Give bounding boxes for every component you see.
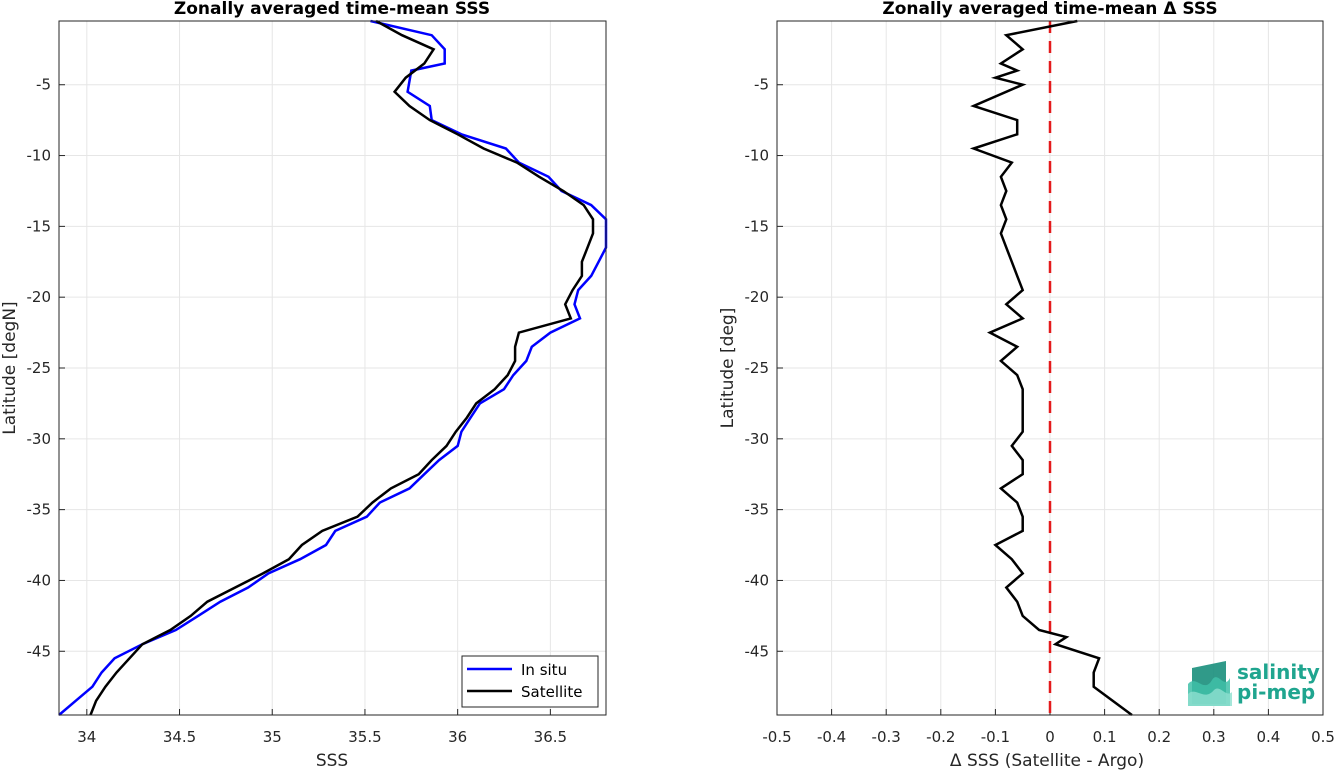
salinity-pi-mep-logo: salinity pi-mep [1188, 660, 1320, 706]
legend: In situ Satellite [461, 655, 599, 708]
right-y-tick-label: -15 [745, 217, 770, 235]
right-y-tick-label: -10 [745, 147, 770, 165]
left-grid [59, 21, 606, 715]
right-x-tick-label: -0.4 [817, 728, 846, 746]
right-x-tick-label: 0 [1045, 728, 1055, 746]
right-y-tick-label: -25 [745, 359, 770, 377]
left-x-tick-labels: 34 34.5 35 35.5 36 36.5 [77, 728, 567, 746]
logo-text-salinity: salinity [1237, 660, 1320, 684]
logo-wave-icon [1188, 661, 1232, 706]
left-axes-frame [58, 20, 607, 716]
left-y-tick-labels: -5 -10 -15 -20 -25 -30 -35 -40 -45 [27, 76, 52, 661]
legend-label-satellite: Satellite [521, 683, 582, 701]
logo-text-pi-mep: pi-mep [1237, 680, 1315, 704]
right-chart-panel: -0.5 -0.4 -0.3 -0.2 -0.1 0 0.1 0.2 0.3 0.4 0.5 -5-… [718, 0, 1335, 770]
right-x-tick-label: 0.3 [1202, 728, 1226, 746]
right-x-tick-label: -0.1 [981, 728, 1010, 746]
right-x-axis-label: Δ SSS (Satellite - Argo) [950, 751, 1144, 770]
right-x-tick-label: -0.5 [762, 728, 791, 746]
right-axes-frame [776, 20, 1324, 716]
right-x-tick-labels: -0.5 -0.4 -0.3 -0.2 -0.1 0 0.1 0.2 0.3 0.4 0.5 [762, 728, 1335, 746]
left-y-tick-label: -35 [27, 501, 52, 519]
left-x-tick-label: 36 [448, 728, 467, 746]
right-x-tick-label: -0.2 [926, 728, 955, 746]
legend-box [461, 655, 599, 708]
left-y-tick-label: -45 [27, 642, 52, 660]
right-y-tick-label: -30 [745, 430, 770, 448]
left-y-tick-label: -5 [36, 76, 51, 94]
left-chart-title: Zonally averaged time-mean SSS [174, 0, 490, 19]
left-x-tick-label: 35 [263, 728, 282, 746]
left-y-tick-label: -20 [27, 288, 52, 306]
left-y-tick-label: -40 [27, 571, 52, 589]
left-x-tick-label: 34.5 [163, 728, 196, 746]
left-series-line-satellite [89, 19, 595, 716]
legend-label-in-situ: In situ [521, 661, 567, 679]
left-chart-panel: 34 34.5 35 35.5 36 36.5 -5-10-15-20-25-30-35-… [0, 0, 608, 770]
left-y-tick-label: -25 [27, 359, 52, 377]
left-x-axis-label: SSS [316, 751, 348, 770]
right-series-lines [969, 19, 1133, 717]
left-y-tick-label: -10 [27, 147, 52, 165]
right-y-tick-labels: -5 -10 -15 -20 -25 -30 -35 -40 -45 [745, 76, 770, 661]
right-y-tick-label: -45 [745, 642, 770, 660]
right-x-tick-label: 0.2 [1147, 728, 1171, 746]
left-x-tick-label: 34 [77, 728, 96, 746]
right-y-tick-label: -20 [745, 288, 770, 306]
right-x-tick-label: 0.4 [1256, 728, 1280, 746]
right-series-line-series-0 [969, 19, 1133, 717]
left-y-tick-label: -15 [27, 217, 52, 235]
right-x-tick-label: 0.1 [1093, 728, 1117, 746]
left-y-tick-label: -30 [27, 430, 52, 448]
left-series-lines [58, 19, 608, 716]
left-x-tick-label: 36.5 [534, 728, 567, 746]
right-x-tick-label: 0.5 [1311, 728, 1335, 746]
right-y-tick-label: -35 [745, 501, 770, 519]
left-series-line-in-situ [58, 19, 608, 716]
right-y-tick-label: -5 [754, 76, 769, 94]
right-y-axis-label: Latitude [deg] [718, 308, 738, 429]
left-x-tick-label: 35.5 [348, 728, 381, 746]
right-x-tick-label: -0.3 [872, 728, 901, 746]
left-y-axis-label: Latitude [degN] [0, 301, 20, 434]
right-y-tick-label: -40 [745, 571, 770, 589]
right-chart-title: Zonally averaged time-mean Δ SSS [882, 0, 1217, 19]
